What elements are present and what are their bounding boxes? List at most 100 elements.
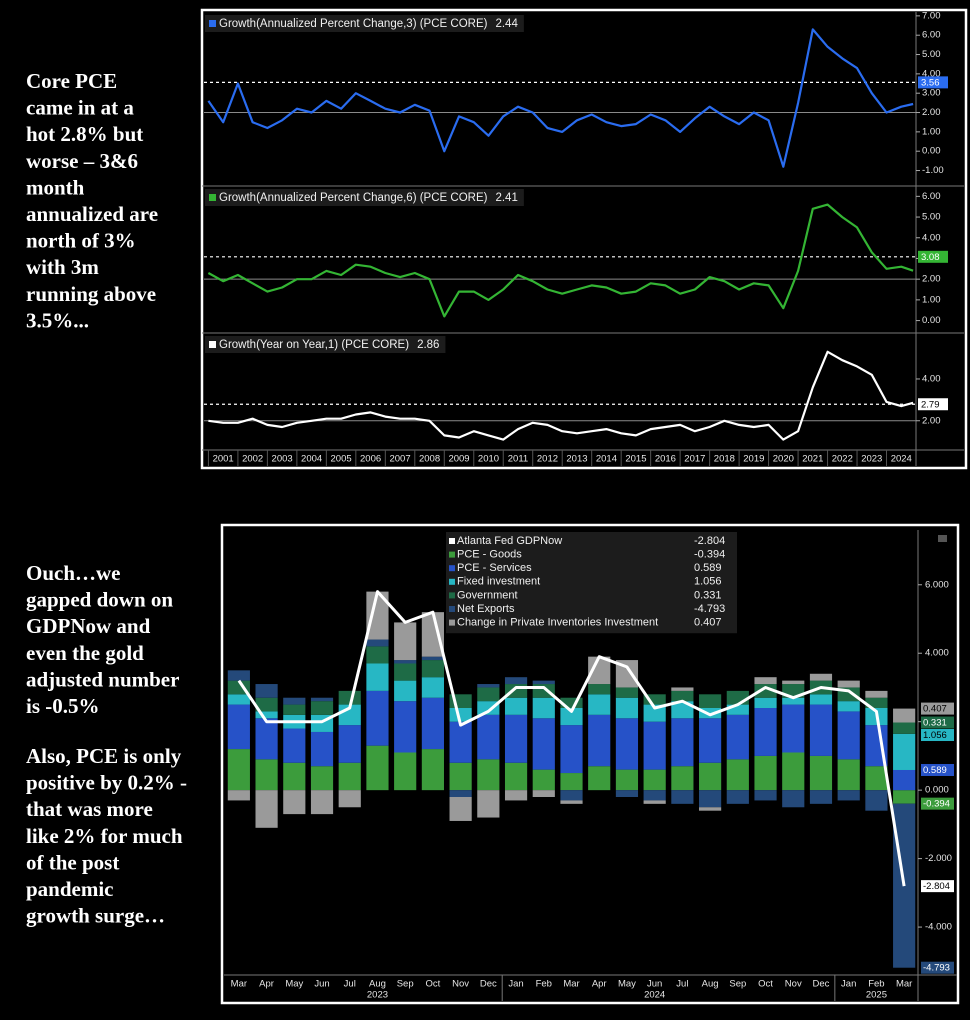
bar-segment bbox=[699, 790, 722, 808]
panel-title: Growth(Annualized Percent Change,6) (PCE… bbox=[219, 192, 488, 204]
x-tick-label: 2017 bbox=[684, 454, 705, 465]
bar-segment bbox=[394, 701, 417, 753]
bar-segment bbox=[615, 660, 639, 688]
legend-value: 1.056 bbox=[694, 576, 722, 588]
commentary-line: positive by 0.2% - bbox=[26, 771, 187, 795]
y-tick-label: 2.00 bbox=[922, 415, 941, 426]
panel-title-value: 2.44 bbox=[495, 18, 518, 30]
bar-segment bbox=[893, 722, 916, 734]
bar-segment bbox=[366, 639, 389, 647]
x-tick-label: Aug bbox=[702, 979, 719, 990]
legend-value: 0.407 bbox=[694, 617, 722, 629]
x-tick-label: Jun bbox=[647, 979, 662, 990]
commentary-line: even the gold bbox=[26, 641, 144, 665]
legend-swatch bbox=[449, 592, 455, 599]
bar-segment bbox=[421, 656, 444, 661]
bar-segment bbox=[283, 697, 306, 705]
y-tick-label: 5.00 bbox=[922, 212, 941, 223]
data-line bbox=[207, 28, 914, 168]
x-tick-label: Dec bbox=[813, 979, 830, 990]
bar-segment bbox=[809, 755, 833, 791]
bar-segment bbox=[310, 790, 334, 815]
bar-segment bbox=[809, 694, 833, 705]
bar-segment bbox=[421, 612, 444, 657]
panel-title: Growth(Year on Year,1) (PCE CORE) bbox=[219, 339, 409, 351]
x-tick-label: 2018 bbox=[714, 454, 735, 465]
y-tick-label: 3.00 bbox=[922, 88, 941, 99]
legend-box bbox=[446, 532, 737, 634]
legend-value: -2.804 bbox=[694, 535, 725, 547]
bar-segment bbox=[671, 766, 694, 791]
bar-segment bbox=[782, 790, 805, 808]
legend-swatch bbox=[209, 194, 216, 201]
bar-segment bbox=[754, 755, 777, 791]
bar-segment bbox=[588, 766, 611, 791]
bar-segment bbox=[837, 711, 860, 760]
legend-label: Net Exports bbox=[457, 603, 515, 615]
legend-swatch bbox=[449, 551, 455, 558]
bar-segment bbox=[615, 697, 639, 719]
bar-segment bbox=[782, 680, 805, 685]
bar-segment bbox=[449, 708, 472, 722]
bar-segment bbox=[283, 762, 306, 791]
bar-segment bbox=[366, 690, 389, 746]
legend-swatch bbox=[449, 538, 455, 544]
bar-segment bbox=[782, 697, 805, 705]
bar-segment bbox=[699, 694, 722, 708]
bar-segment bbox=[865, 766, 888, 791]
bar-segment bbox=[782, 752, 805, 791]
legend-label: Government bbox=[457, 589, 518, 601]
x-tick-label: 2023 bbox=[861, 454, 882, 465]
y-tick-label: -1.00 bbox=[922, 165, 944, 176]
bar-segment bbox=[283, 704, 306, 715]
x-tick-label: Jul bbox=[676, 979, 688, 990]
x-tick-label: Aug bbox=[369, 979, 386, 990]
value-tag bbox=[921, 763, 954, 776]
bar-segment bbox=[366, 646, 389, 664]
legend-swatch bbox=[449, 565, 455, 572]
panel-title: Growth(Annualized Percent Change,3) (PCE… bbox=[219, 18, 488, 30]
bar-segment bbox=[255, 790, 278, 828]
commentary-line: came in at a bbox=[26, 96, 134, 120]
bar-segment bbox=[227, 694, 250, 705]
bar-segment bbox=[588, 694, 611, 715]
bar-segment bbox=[671, 790, 694, 804]
x-tick-label: May bbox=[618, 979, 636, 990]
y-tick-label: 4.000 bbox=[925, 648, 949, 659]
value-tag-label: -2.804 bbox=[923, 881, 950, 892]
value-tag-label: 0.407 bbox=[923, 704, 947, 715]
commentary-line: of the post bbox=[26, 850, 119, 874]
commentary-line: month bbox=[26, 175, 85, 199]
panel-title-box bbox=[205, 15, 524, 32]
commentary-line: Also, PCE is only bbox=[26, 744, 182, 768]
bar-segment bbox=[754, 708, 777, 756]
data-line bbox=[207, 203, 914, 318]
value-tag-label: 1.056 bbox=[923, 730, 947, 741]
commentary-line: Core PCE bbox=[26, 69, 117, 93]
legend-swatch bbox=[209, 341, 216, 348]
x-tick-label: 2011 bbox=[508, 454, 528, 465]
y-tick-label: 0.000 bbox=[925, 785, 949, 796]
y-tick-label: -4.000 bbox=[925, 922, 952, 933]
bar-segment bbox=[837, 701, 860, 712]
x-tick-label: Nov bbox=[452, 979, 469, 990]
bar-segment bbox=[449, 797, 472, 821]
y-tick-label: 6.00 bbox=[922, 191, 941, 202]
y-tick-label: 4.00 bbox=[922, 68, 941, 79]
bar-segment bbox=[643, 694, 666, 705]
bar-segment bbox=[504, 677, 528, 685]
bar-segment bbox=[532, 769, 555, 791]
bar-segment bbox=[699, 762, 722, 791]
bar-segment bbox=[837, 680, 860, 688]
y-tick-label: 6.000 bbox=[925, 579, 949, 590]
x-tick-label: 2010 bbox=[478, 454, 499, 465]
x-tick-label: 2004 bbox=[301, 454, 322, 465]
bar-segment bbox=[865, 697, 888, 708]
bar-segment bbox=[227, 670, 250, 681]
bar-segment bbox=[532, 790, 555, 797]
reference-tag-label: 2.79 bbox=[921, 399, 940, 410]
x-tick-label: 2013 bbox=[566, 454, 587, 465]
bar-segment bbox=[394, 680, 417, 702]
value-tag bbox=[921, 797, 954, 810]
bar-segment bbox=[865, 690, 888, 698]
